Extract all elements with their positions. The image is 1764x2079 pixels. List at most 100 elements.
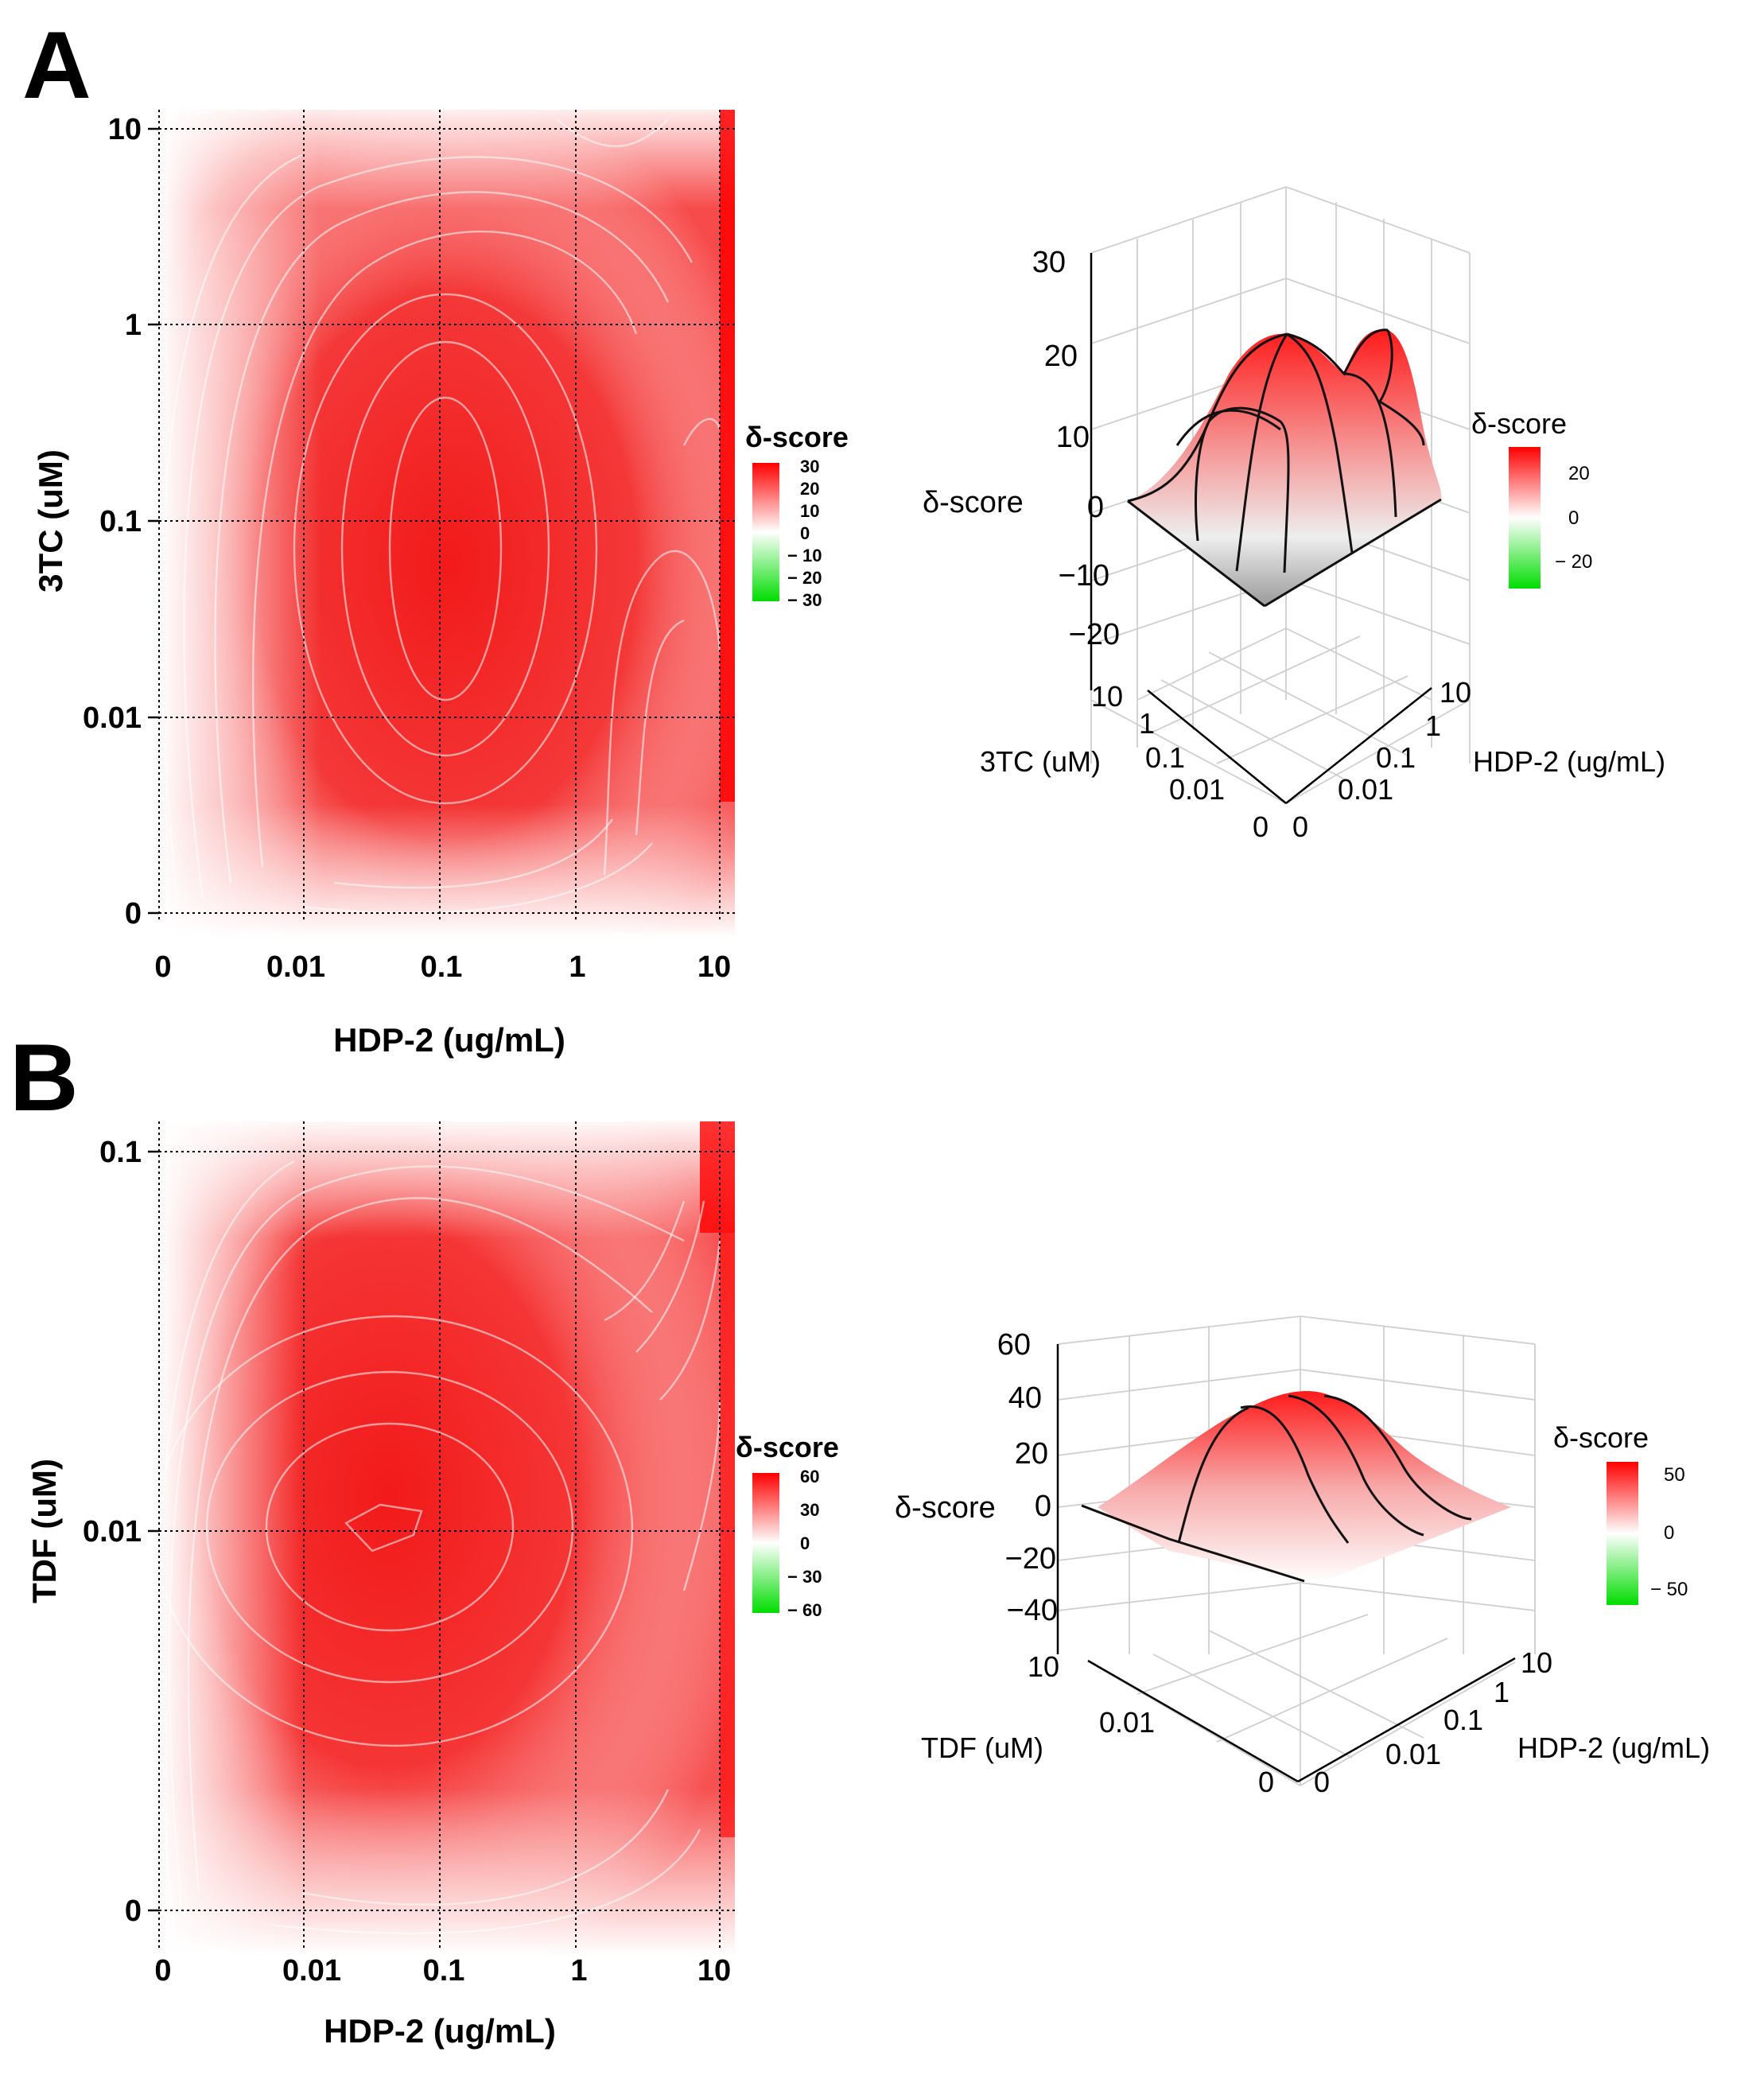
- heatmap-a-y-ticks: [148, 127, 159, 915]
- surface-a-wireframe: [1127, 328, 1442, 608]
- panel-letter-b: B: [10, 1024, 79, 1131]
- surface-a-left-tick: 1: [1139, 707, 1155, 740]
- heatmap-b-legend-tick: 60: [800, 1467, 819, 1486]
- heatmap-a-ytick: 0.1: [99, 505, 142, 538]
- surface-a-left-label: 3TC (uM): [980, 745, 1101, 778]
- panel-b-surface: 60 40 20 0 −20 −40 δ-score 10 0.01 0 TDF…: [895, 1315, 1710, 1798]
- surface-a-ztick: 20: [1044, 340, 1078, 373]
- heatmap-b-xtick: 10: [697, 1954, 731, 1988]
- surface-b-right-tick: 0.01: [1385, 1738, 1441, 1770]
- surface-a-left-axis: [1147, 690, 1287, 804]
- heatmap-a-xtick: 0.01: [266, 950, 325, 984]
- heatmap-b-top-right: [700, 1121, 735, 1233]
- heatmap-a-legend-tick: − 30: [787, 590, 822, 610]
- surface-b-left-tick: 0.01: [1099, 1706, 1155, 1739]
- panel-a-heatmap: 0 0.01 0.1 1 10 0 0.01 0.1 1 10 HDP-2 (u…: [32, 110, 849, 1059]
- heatmap-a-ytick: 10: [108, 113, 142, 146]
- surface-a-left-tick: 0.1: [1145, 741, 1185, 774]
- heatmap-b-legend-title: δ-score: [736, 1431, 839, 1463]
- heatmap-a-legend-tick: − 20: [787, 568, 822, 588]
- heatmap-a-legend-tick: 10: [800, 501, 819, 521]
- surface-b-right-tick: 0.1: [1443, 1704, 1483, 1736]
- heatmap-a-contours: [160, 119, 721, 915]
- heatmap-b-ytick: 0.01: [83, 1515, 142, 1549]
- heatmap-b-xtick: 1: [570, 1954, 587, 1988]
- surface-b-legend-title: δ-score: [1553, 1421, 1649, 1454]
- heatmap-a-legend-title: δ-score: [745, 421, 849, 453]
- surface-a-right-axis: [1285, 687, 1432, 804]
- surface-b-ztick: 0: [1035, 1490, 1051, 1523]
- heatmap-b-ytick: 0: [125, 1894, 142, 1928]
- surface-a-legend-bar: [1509, 447, 1541, 589]
- surface-b-left-tick: 10: [1028, 1650, 1059, 1683]
- surface-b-right-tick: 1: [1494, 1676, 1510, 1708]
- surface-a-right-label: HDP-2 (ug/mL): [1473, 745, 1665, 778]
- heatmap-a-x-label: HDP-2 (ug/mL): [333, 1021, 565, 1059]
- surface-a-right-tick: 1: [1425, 709, 1441, 742]
- surface-a-right-tick: 0: [1292, 810, 1308, 843]
- surface-b-legend-bar: [1607, 1462, 1638, 1605]
- heatmap-b-x-label: HDP-2 (ug/mL): [324, 2012, 556, 2050]
- surface-b-mesh: [1098, 1391, 1511, 1583]
- heatmap-a-xtick: 0.1: [421, 950, 463, 984]
- surface-a-right-tick: 0.01: [1338, 773, 1393, 806]
- surface-a-ztick: 0: [1087, 491, 1104, 524]
- heatmap-b-legend-bar: [752, 1473, 779, 1613]
- heatmap-b-xtick: 0.01: [282, 1954, 341, 1988]
- surface-b-left-label: TDF (uM): [921, 1731, 1043, 1764]
- surface-a-legend-title: δ-score: [1471, 407, 1567, 440]
- surface-a-ztick: 30: [1032, 246, 1066, 279]
- heatmap-b-legend-tick: − 30: [787, 1567, 822, 1587]
- surface-b-ztick: 20: [1015, 1437, 1048, 1471]
- surface-b-right-tick: 0: [1314, 1766, 1330, 1798]
- surface-b-legend-tick: 0: [1664, 1522, 1674, 1544]
- heatmap-a-xtick: 10: [697, 950, 731, 984]
- surface-b-right-label: HDP-2 (ug/mL): [1517, 1731, 1710, 1764]
- panel-a-surface: 30 20 10 0 −10 −20 δ-score 10 1 0.1 0.01…: [923, 186, 1665, 843]
- heatmap-b-y-label: TDF (uM): [25, 1459, 63, 1603]
- surface-a-legend-tick: 0: [1568, 507, 1579, 529]
- surface-a-right-tick: 10: [1440, 676, 1471, 709]
- surface-b-ztick: 40: [1008, 1381, 1042, 1415]
- heatmap-a-legend-bar: [752, 463, 779, 601]
- surface-a-ztick: 10: [1056, 421, 1090, 454]
- heatmap-b-xtick: 0: [154, 1954, 171, 1988]
- heatmap-b-ytick: 0.1: [99, 1136, 142, 1169]
- surface-b-right-tick: 10: [1521, 1646, 1552, 1679]
- heatmap-a-right-edge: [720, 110, 735, 802]
- heatmap-a-xtick: 0: [154, 950, 171, 984]
- surface-b-ztick: 60: [997, 1328, 1031, 1362]
- surface-b-right-axis: [1297, 1657, 1516, 1783]
- surface-a-ztick: −20: [1069, 618, 1120, 651]
- heatmap-a-legend-tick: 30: [800, 457, 819, 476]
- surface-b-ztick: −20: [1005, 1542, 1056, 1576]
- heatmap-a-grid: [158, 110, 735, 923]
- heatmap-b-y-ticks: [148, 1150, 159, 1912]
- heatmap-a-legend-tick: 0: [800, 523, 810, 543]
- surface-b-ztick: −40: [1007, 1594, 1058, 1627]
- surface-a-left-tick: 0: [1253, 810, 1269, 843]
- heatmap-b-contours: [153, 1160, 721, 1941]
- heatmap-a-legend-tick: − 10: [787, 546, 822, 565]
- heatmap-a-legend-tick: 20: [800, 479, 819, 499]
- surface-a-legend-tick: − 20: [1555, 551, 1592, 573]
- heatmap-b-xtick: 0.1: [423, 1954, 465, 1988]
- surface-b-z-label: δ-score: [895, 1491, 996, 1525]
- heatmap-b-legend-tick: 30: [800, 1500, 819, 1520]
- heatmap-a-y-label: 3TC (uM): [32, 449, 69, 593]
- panel-b-heatmap: 0 0.01 0.1 0 0.01 0.1 1 10 HDP-2 (ug/mL)…: [25, 1121, 839, 2050]
- surface-b-left-axis: [1087, 1659, 1299, 1783]
- surface-b-legend-tick: − 50: [1650, 1579, 1688, 1600]
- heatmap-a-ytick: 0: [125, 897, 142, 931]
- heatmap-b-legend-tick: 0: [800, 1533, 810, 1553]
- surface-a-legend-tick: 20: [1568, 463, 1590, 484]
- surface-a-ztick: −10: [1059, 559, 1109, 593]
- surface-a-right-tick: 0.1: [1376, 741, 1416, 774]
- surface-a-left-tick: 0.01: [1169, 773, 1225, 806]
- surface-a-left-tick: 10: [1091, 680, 1123, 713]
- heatmap-a-ytick: 0.01: [83, 701, 142, 735]
- heatmap-b-legend-tick: − 60: [787, 1600, 822, 1620]
- panel-letter-a: A: [22, 12, 91, 119]
- heatmap-a-ytick: 1: [125, 309, 142, 342]
